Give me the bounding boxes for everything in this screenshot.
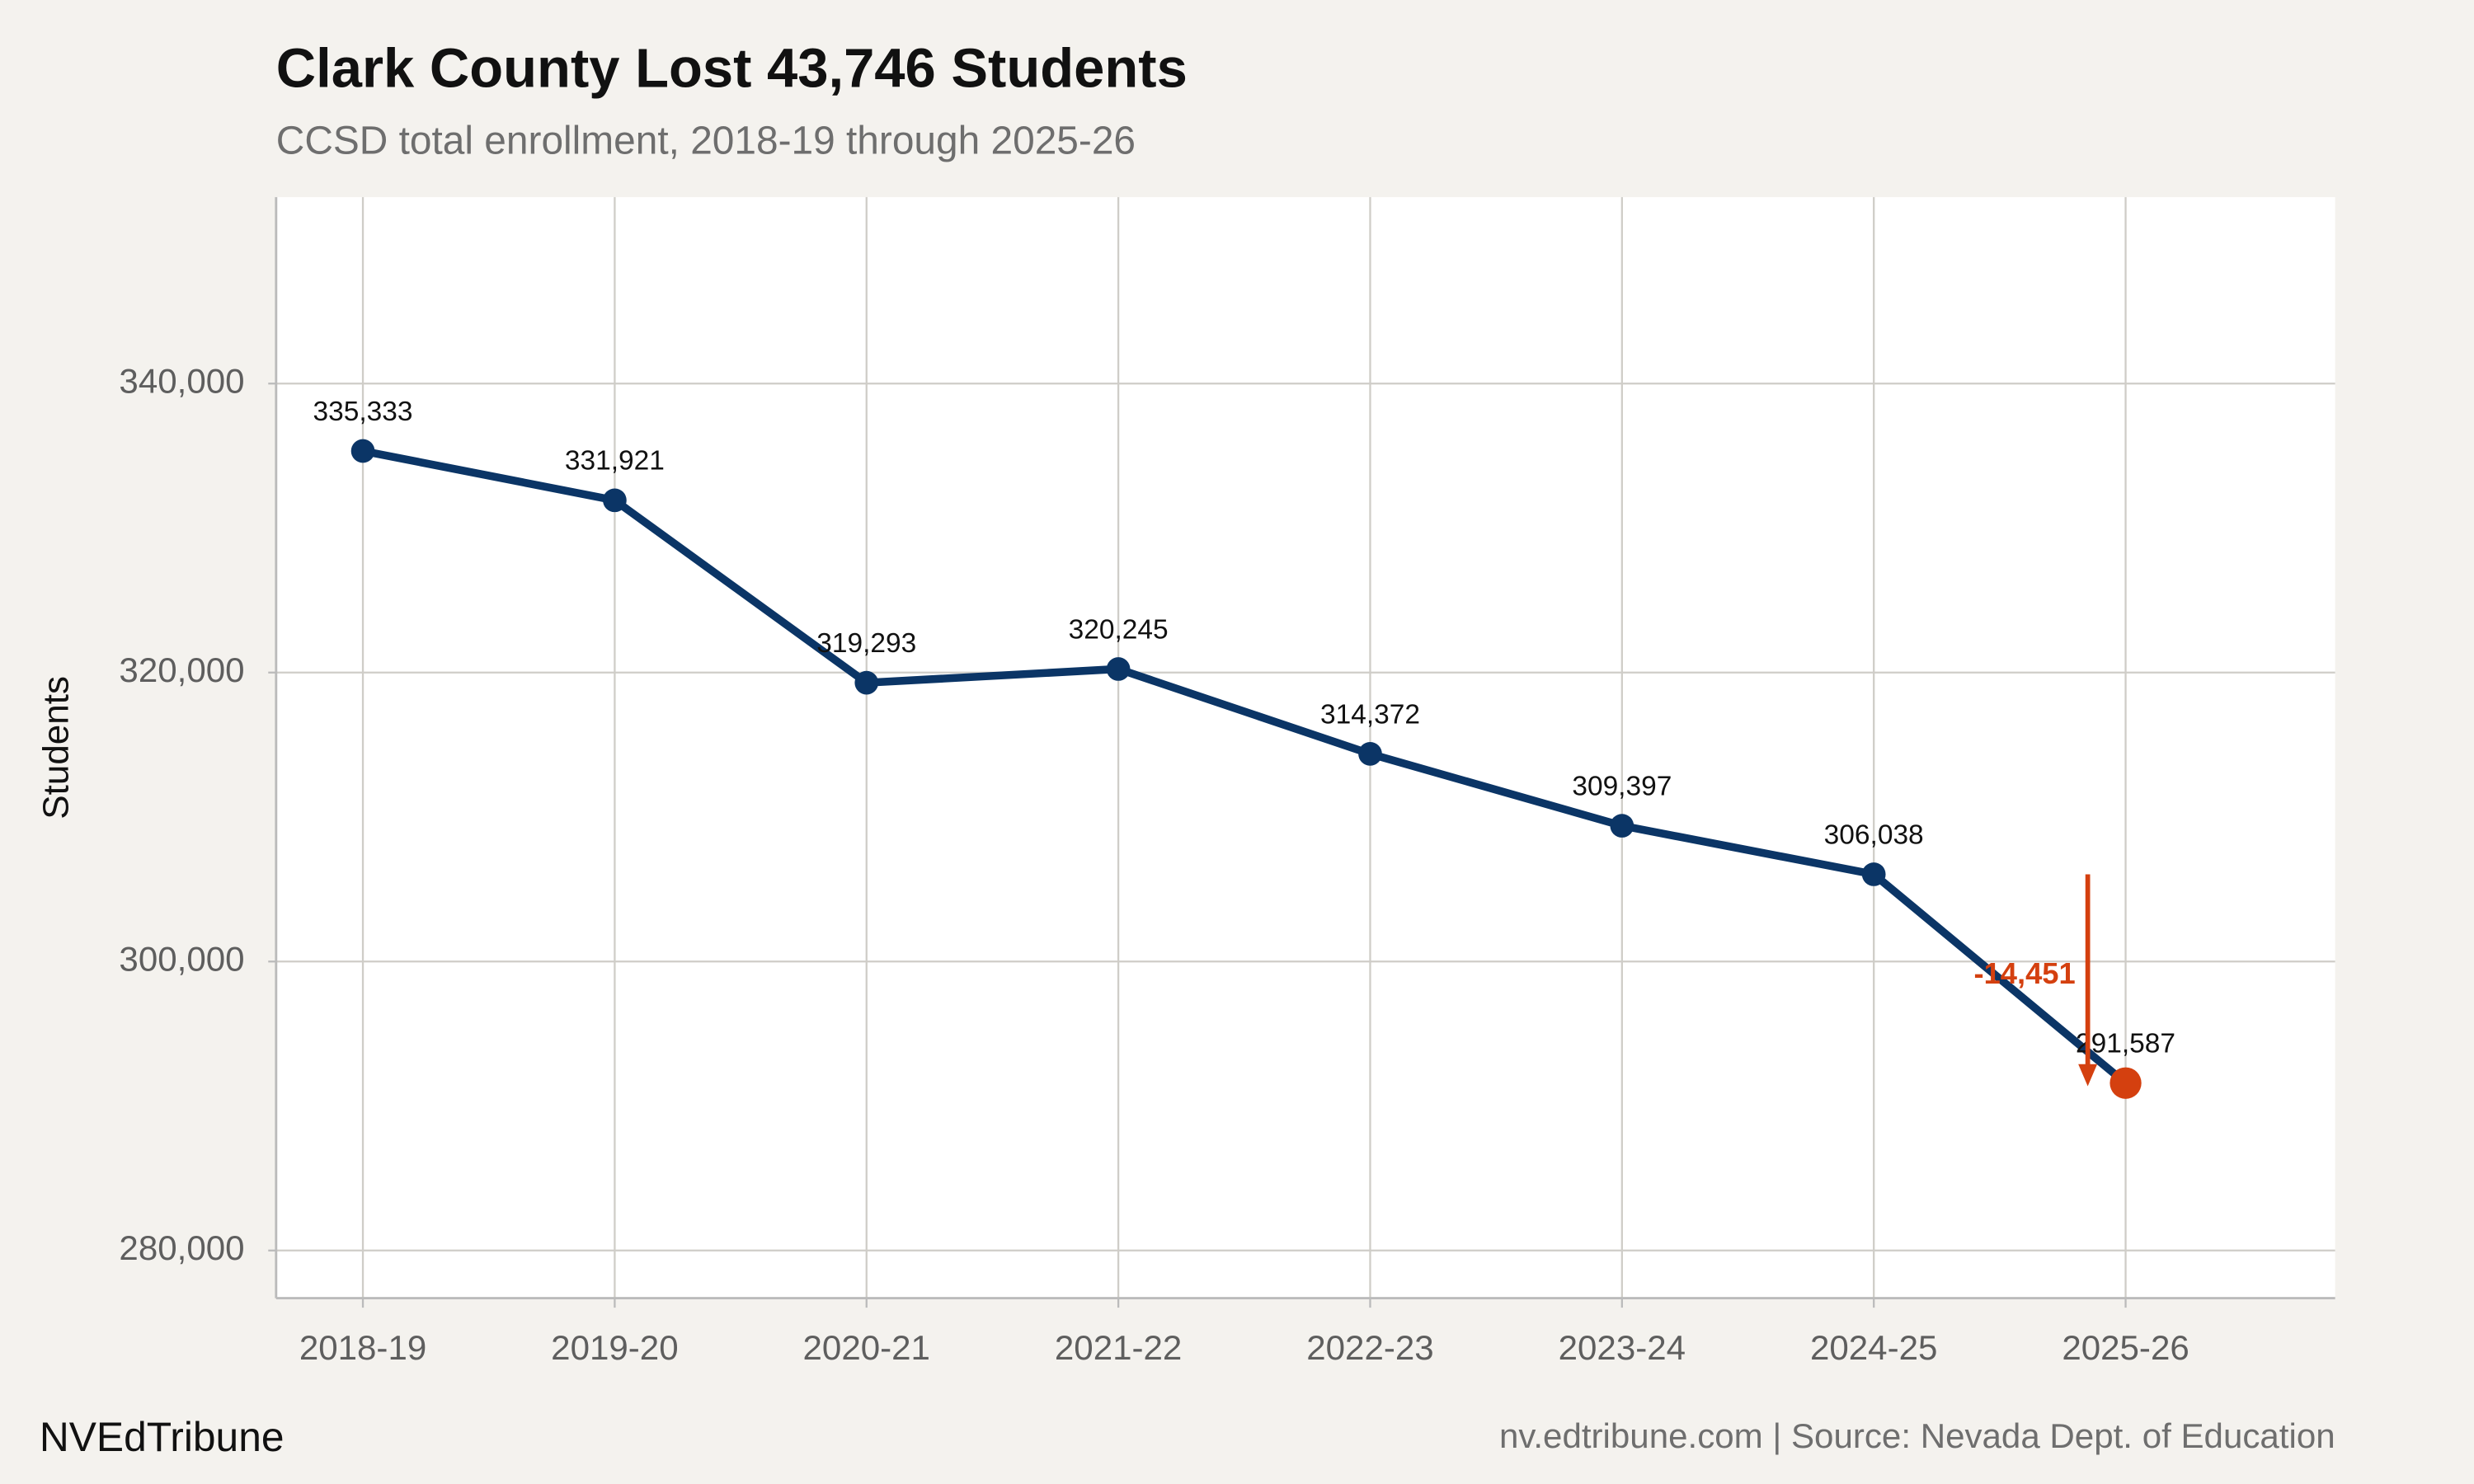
data-label: 306,038 [1824, 819, 1924, 850]
data-point [350, 439, 375, 463]
x-tick-label: 2022-23 [1306, 1328, 1433, 1367]
data-point [2109, 1067, 2142, 1099]
series-line [362, 447, 2128, 1087]
y-tick-label: 300,000 [119, 939, 244, 978]
chart-subtitle: CCSD total enrollment, 2018-19 through 2… [276, 120, 1136, 163]
data-point [1358, 742, 1382, 766]
footer-source: nv.edtribune.com | Source: Nevada Dept. … [1499, 1416, 2335, 1455]
x-tick-label: 2018-19 [299, 1328, 426, 1367]
x-tick-label: 2020-21 [803, 1328, 930, 1367]
marks: 335,333 331,921 319,293 320,245 314,372 309,3… [313, 397, 2175, 1099]
footer-brand: NVEdTribune [40, 1414, 285, 1460]
x-tick-label: 2019-20 [551, 1328, 678, 1367]
x-tick-label: 2021-22 [1055, 1328, 1182, 1367]
change-annotation: -14,451 [1973, 956, 2075, 990]
x-tick-label: 2025-26 [2062, 1328, 2189, 1367]
data-point [603, 488, 627, 513]
x-tick-label: 2024-25 [1810, 1328, 1937, 1367]
data-label: 309,397 [1572, 772, 1672, 802]
data-label: 331,921 [565, 446, 665, 477]
y-tick-label: 280,000 [119, 1228, 244, 1267]
data-label: 319,293 [816, 628, 916, 659]
x-tick-label: 2023-24 [1559, 1328, 1686, 1367]
data-label: 335,333 [313, 397, 413, 427]
data-label: 314,372 [1320, 699, 1420, 730]
data-label: 320,245 [1069, 614, 1169, 645]
data-point [1610, 814, 1634, 838]
data-point [1861, 862, 1886, 886]
data-label: 291,587 [2076, 1029, 2175, 1059]
data-point [1106, 657, 1131, 681]
chart-title: Clark County Lost 43,746 Students [276, 38, 1188, 100]
y-tick-label: 320,000 [119, 650, 244, 689]
plot-panel [275, 197, 2335, 1298]
y-tick-label: 340,000 [119, 361, 244, 400]
grid: 280,000 300,000 320,000 340,000 2018-19 2019-… [119, 197, 2335, 1367]
change-arrowhead [2078, 1064, 2098, 1087]
y-axis-label: Students [35, 676, 76, 819]
data-point [854, 670, 879, 695]
